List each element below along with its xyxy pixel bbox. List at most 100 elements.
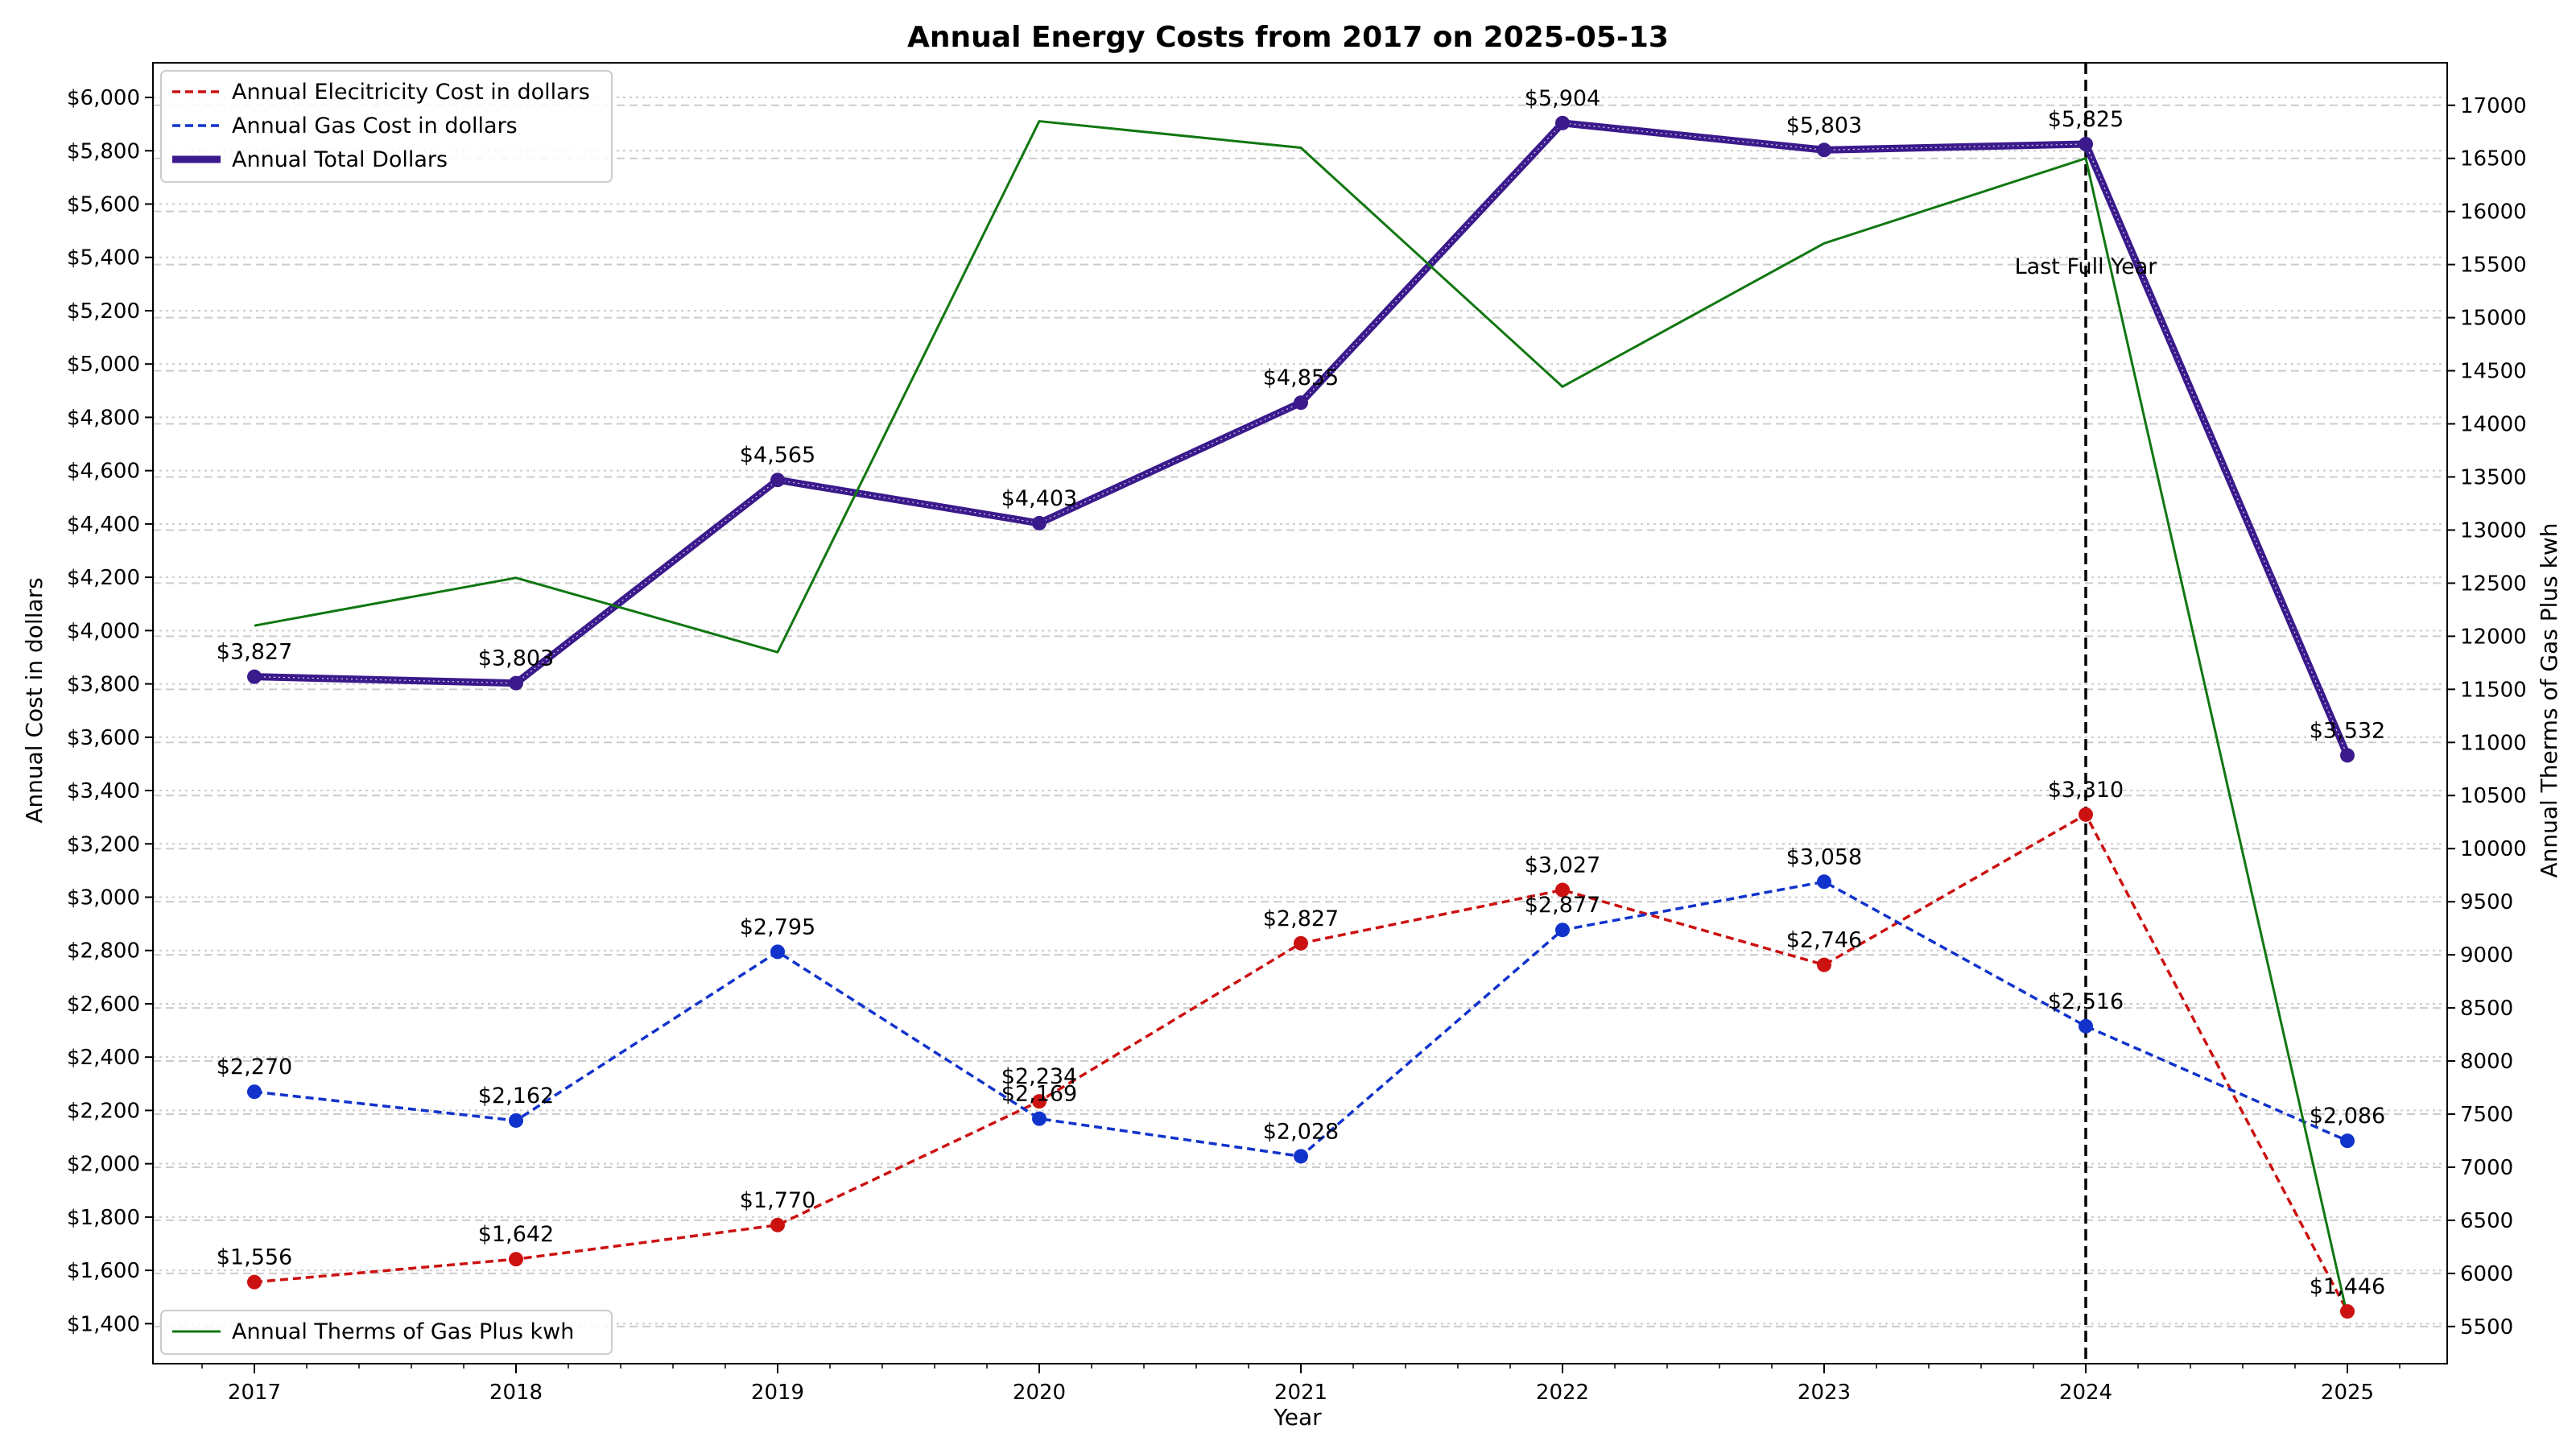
- series-line: [254, 813, 2349, 1312]
- data-point: [1555, 923, 1570, 938]
- data-point: [1294, 935, 1308, 951]
- data-point: [247, 669, 262, 684]
- y2-tick-label: 8000: [2460, 1050, 2513, 1074]
- x-tick-label: 2024: [2059, 1381, 2112, 1405]
- y2-tick-label: 11500: [2460, 678, 2527, 702]
- data-label: $3,058: [1786, 844, 1862, 869]
- data-label: $3,310: [2048, 778, 2124, 803]
- data-point: [1032, 1111, 1046, 1126]
- y-tick-label: $4,400: [67, 513, 140, 537]
- y2-tick-label: 6000: [2460, 1262, 2513, 1286]
- y-tick-label: $5,200: [67, 299, 140, 324]
- y-tick-label: $4,800: [67, 406, 140, 430]
- data-point: [509, 1113, 523, 1128]
- series-line-highlight: [254, 122, 2348, 756]
- y2-tick-label: 15000: [2460, 307, 2527, 331]
- data-point: [2079, 1018, 2093, 1034]
- data-label: $1,770: [740, 1188, 815, 1213]
- legends: Annual Elecitricity Cost in dollars Annua…: [160, 70, 613, 1355]
- y2-tick-label: 13500: [2460, 465, 2527, 489]
- data-label: $4,403: [1001, 486, 1077, 511]
- y2-tick-label: 14500: [2460, 360, 2527, 384]
- data-point: [1032, 515, 1046, 530]
- x-tick-label: 2020: [1013, 1381, 1066, 1405]
- data-points: [247, 115, 2355, 1319]
- data-label: $4,565: [740, 443, 815, 468]
- y-tick-label: $3,000: [67, 886, 140, 910]
- y-tick-label: $1,600: [67, 1259, 140, 1283]
- series-line: [254, 120, 2349, 1316]
- legend-entry: Annual Elecitricity Cost in dollars: [232, 80, 590, 105]
- y-tick-label: $2,200: [67, 1099, 140, 1123]
- data-point: [1817, 874, 1831, 890]
- data-label: $2,169: [1001, 1082, 1077, 1107]
- data-point: [1817, 957, 1831, 972]
- x-tick-label: 2018: [489, 1381, 543, 1405]
- y2-tick-label: 15500: [2460, 254, 2527, 278]
- data-label: $2,516: [2048, 989, 2124, 1014]
- data-label: $5,803: [1786, 113, 1862, 138]
- x-tick-label: 2017: [228, 1381, 281, 1405]
- data-label: $2,877: [1525, 893, 1600, 918]
- data-point: [770, 473, 785, 488]
- y2-tick-label: 13000: [2460, 518, 2527, 543]
- data-label: $5,825: [2048, 107, 2124, 132]
- annotation-label: Last Full Year: [2015, 254, 2158, 279]
- y2-tick-label: 12500: [2460, 572, 2527, 596]
- data-point: [770, 944, 785, 960]
- y-tick-label: $3,600: [67, 726, 140, 750]
- data-point: [2340, 1133, 2355, 1149]
- data-point: [2079, 137, 2093, 151]
- data-point: [247, 1274, 262, 1290]
- data-point: [1555, 882, 1570, 898]
- data-point: [1294, 1149, 1308, 1164]
- series-line: [254, 119, 2351, 758]
- x-axis-label: Year: [1273, 1404, 1322, 1430]
- legend-entry: Annual Gas Cost in dollars: [232, 114, 518, 138]
- data-label: $2,746: [1786, 928, 1862, 953]
- y2-tick-label: 9000: [2460, 943, 2513, 968]
- data-label: $2,827: [1263, 906, 1339, 931]
- y-tick-label: $4,000: [67, 619, 140, 643]
- y-tick-label: $4,200: [67, 566, 140, 590]
- y2-tick-label: 17000: [2460, 94, 2527, 118]
- data-point: [770, 1217, 785, 1232]
- y-tick-label: $1,800: [67, 1206, 140, 1230]
- x-tick-label: 2021: [1274, 1381, 1327, 1405]
- chart-title: Annual Energy Costs from 2017 on 2025-05…: [907, 21, 1669, 54]
- data-label: $2,162: [478, 1084, 554, 1108]
- x-tick-label: 2019: [751, 1381, 804, 1405]
- data-label: $1,556: [217, 1245, 292, 1270]
- y2-axis-label: Annual Therms of Gas Plus kwh: [2536, 522, 2562, 877]
- data-label: $1,642: [478, 1222, 554, 1247]
- data-point: [2340, 1304, 2355, 1319]
- y-tick-label: $3,200: [67, 832, 140, 857]
- legend-entry: Annual Therms of Gas Plus kwh: [232, 1319, 574, 1344]
- y-tick-label: $6,000: [67, 86, 140, 110]
- x-tick-label: 2023: [1798, 1381, 1851, 1405]
- data-point: [1817, 142, 1831, 158]
- y-tick-label: $2,000: [67, 1153, 140, 1177]
- data-point: [1555, 115, 1570, 130]
- y-axis-label: Annual Cost in dollars: [21, 577, 47, 824]
- y-tick-label: $1,400: [67, 1312, 140, 1336]
- y2-tick-label: 14000: [2460, 413, 2527, 437]
- y2-tick-label: 10500: [2460, 784, 2527, 808]
- y-tick-label: $5,400: [67, 246, 140, 270]
- data-label: $3,803: [478, 646, 554, 671]
- x-tick-label: 2025: [2321, 1381, 2374, 1405]
- y2-tick-label: 5500: [2460, 1315, 2513, 1340]
- data-label: $2,234: [1001, 1064, 1077, 1089]
- y-tick-label: $3,800: [67, 673, 140, 697]
- data-point: [1032, 1094, 1046, 1109]
- legend-box: [160, 70, 613, 183]
- axes: $1,400 $1,600 $1,800 $2,000 $2,200 $2,400 $2,6…: [67, 62, 2527, 1405]
- y2-tick-label: 8500: [2460, 997, 2513, 1021]
- y-tick-label: $2,600: [67, 993, 140, 1017]
- data-label: $2,028: [1263, 1119, 1339, 1144]
- y2-tick-label: 9500: [2460, 890, 2513, 914]
- y2-tick-label: 7000: [2460, 1156, 2513, 1180]
- data-label: $3,827: [217, 640, 292, 665]
- data-point: [509, 1252, 523, 1267]
